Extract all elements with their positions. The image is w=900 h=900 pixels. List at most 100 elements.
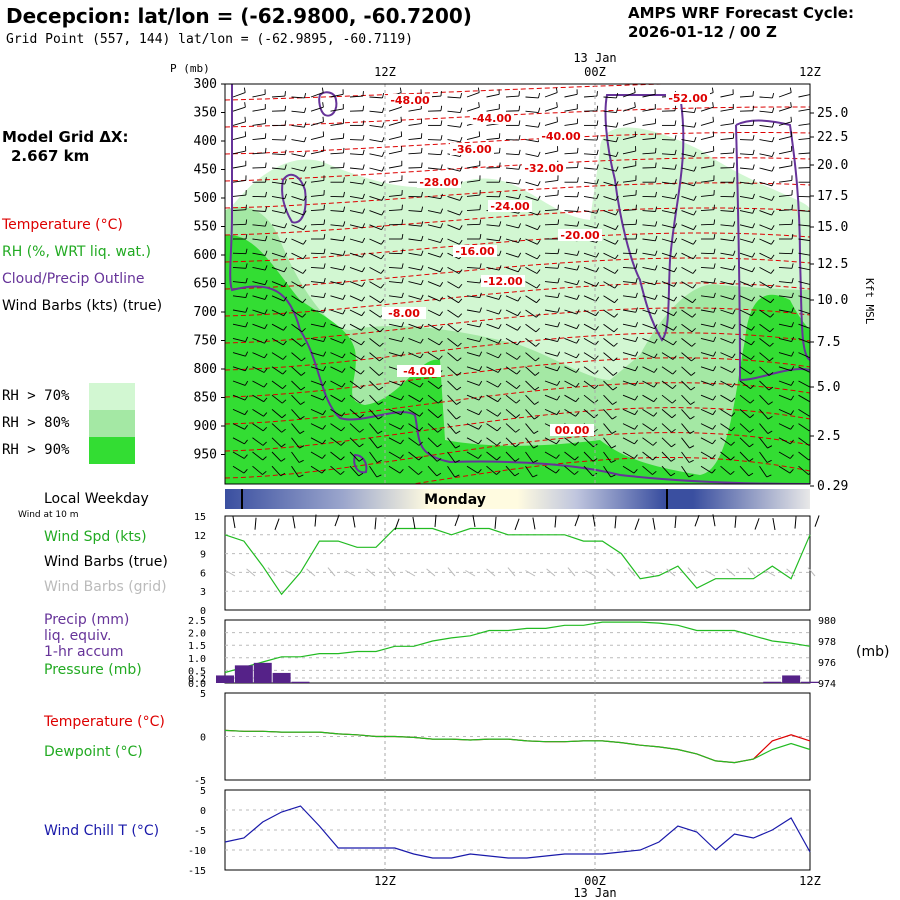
wind-barb [505,423,516,433]
wind-barb-flag [655,177,657,183]
wind-barb-flag [457,328,462,333]
wind-barb-flag [615,137,619,143]
wind-barb-flag [752,135,755,141]
wind-barb [739,352,752,360]
wind-barb [466,337,480,342]
wind-barb-flag [614,269,619,274]
wind-barb-flag [497,382,502,388]
wind-barb-flag [401,336,405,342]
wind-barb [369,210,382,216]
wind-barb [564,210,578,212]
surface-wind-barb [254,517,257,530]
pressure-tick-label: 350 [194,106,217,121]
wind-barb [447,437,456,449]
wind-barb-flag [281,428,286,433]
wind-barb [466,309,480,313]
kft-tick-label: 15.0 [817,220,848,235]
temperature-contour-label: -4.00 [403,365,435,378]
wind-barb-flag [420,324,424,329]
wind-barb-flag [458,298,463,303]
pressure-tick-label: 300 [194,77,217,92]
wind-barb [232,465,245,474]
wind-barb [310,437,323,445]
grid-wind-barb [387,567,396,577]
wind-barb-flag [674,237,678,243]
wind-barb [739,323,752,331]
precip-panel-y-tick: 0.5 [188,666,206,677]
wind-barb-flag [479,233,482,240]
wind-barb-flag [770,283,775,289]
wind-barb [447,153,461,157]
wind-barb-flag [456,386,462,391]
wind-barb [252,380,265,388]
wind-speed-panel-frame [224,515,811,611]
wind-barb [544,309,558,313]
wind-barb [252,309,266,315]
wind-barb-flag [419,412,424,417]
wind-barb [583,409,595,419]
wind-barb-flag [713,248,716,254]
wind-barb [252,93,266,98]
wind-barb [408,465,419,475]
wind-barb-flag [479,336,483,342]
wind-barb-flag [672,355,677,360]
temperature-contour-label: -32.00 [524,162,564,175]
wind-barb-flag [497,412,502,417]
wind-barb [310,281,324,284]
wind-barb [447,465,456,478]
wind-barb-flag [515,428,520,433]
wind-barb-flag [438,340,443,346]
wind-barb [583,323,596,331]
wind-barb [330,465,341,475]
wind-barb-flag [439,281,444,287]
wind-barb [720,281,734,286]
wind-barb-flag [457,357,462,362]
wind-barb [271,309,284,317]
wind-barb-flag [245,233,248,240]
wind-barb [349,409,361,419]
wind-barb-flag [731,382,736,388]
wind-barb [271,295,285,302]
wind-barb-flag [595,326,599,331]
wind-barb-flag [421,147,423,153]
wind-barb [330,281,344,286]
wind-barb-flag [771,210,775,216]
wind-barb [622,309,636,313]
wind-barb [447,224,460,231]
wind-barb [661,309,674,317]
wind-barb-flag [379,342,384,347]
wind-barb [505,266,519,273]
wind-barb [700,209,714,212]
wind-barb-flag [537,151,541,157]
wind-barb [759,352,770,362]
grid-wind-barb [807,567,816,577]
wind-barb [486,309,500,315]
wind-barb [310,165,324,169]
wind-barb-flag [711,454,716,459]
legend-rh90-swatch [89,437,135,464]
wind-barb-flag [674,164,677,170]
surface-wind-barb [814,515,820,527]
surface-wind-barb [412,516,416,529]
wind-barb [603,409,613,420]
legend-wind: Wind Barbs (kts) (true) [2,298,163,314]
wind-barb [544,366,558,372]
wind-barb [603,352,614,362]
temp-panel-y-tick: 0 [200,733,206,744]
wind-barb [408,323,421,330]
wind-barb [505,95,519,98]
wind-barb [642,224,656,227]
wind-barb [798,409,810,417]
wind-barb [349,210,363,214]
wind-barb [388,150,402,155]
precip-panel-y-tick: 1.0 [188,654,206,665]
wind-barb-flag [477,87,480,93]
wind-barb-flag [712,102,714,108]
wind-barb-flag [537,195,541,201]
wind-barb-flag [674,120,677,126]
wind-barb [232,352,246,357]
cycle-label: AMPS WRF Forecast Cycle: [628,4,854,22]
wind-barb [525,338,537,347]
wind-barb-flag [360,340,365,346]
wind-barb-flag [401,204,403,210]
